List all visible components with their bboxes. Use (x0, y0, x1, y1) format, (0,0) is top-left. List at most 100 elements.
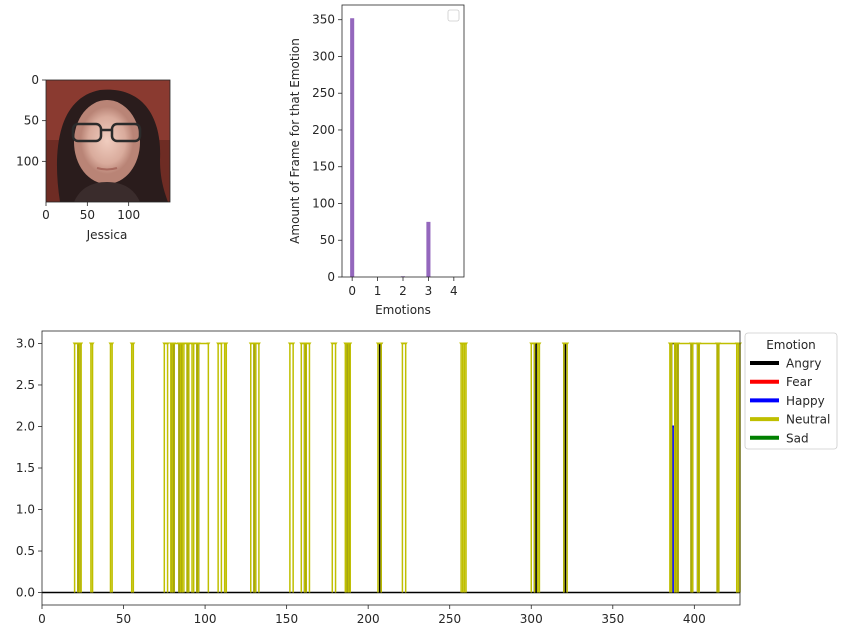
timeline-marker (537, 342, 542, 346)
timeline-marker (348, 342, 353, 346)
timeline-xtick-label: 400 (683, 612, 706, 626)
timeline-series-neutral (563, 342, 568, 593)
face-xtick-label: 100 (117, 208, 140, 222)
timeline-series-neutral (188, 342, 193, 593)
face-photo-mouth (96, 167, 118, 171)
timeline-marker (676, 342, 681, 346)
timeline-series-neutral (173, 342, 180, 593)
timeline-series-neutral (249, 342, 255, 593)
timeline-series-neutral (183, 342, 188, 593)
timeline-marker (529, 342, 534, 346)
bar-chart-xlabel: Emotions (375, 303, 431, 317)
timeline-series-neutral (217, 342, 223, 593)
timeline-marker (206, 342, 211, 346)
timeline-series-neutral (674, 342, 678, 593)
bar-chart-frame (341, 4, 465, 278)
timeline-marker (287, 342, 292, 346)
timeline-series-neutral (73, 342, 79, 593)
bar-ytick-label: 300 (312, 49, 335, 63)
face-xtick-label: 50 (80, 208, 95, 222)
timeline-series-neutral (669, 342, 673, 593)
timeline-legend-entries: Angry Fear Happy Neutral Sad (750, 357, 830, 445)
face-image-panel: 0 50 100 0 50 100 Jessica (16, 73, 171, 242)
timeline-ytick-label: 3.0 (16, 336, 35, 350)
timeline-chart-series (42, 342, 742, 594)
timeline-series-neutral (718, 342, 738, 593)
bar-chart-axes: 0 50 100 150 200 250 300 350 0 1 2 3 4 (312, 13, 458, 298)
face-photo-glasses (71, 122, 142, 143)
bar-xtick-label: 3 (425, 284, 433, 298)
timeline-marker (307, 342, 312, 346)
timeline-series-neutral (300, 342, 306, 593)
timeline-marker (400, 342, 405, 346)
timeline-marker (216, 342, 221, 346)
bar-chart: 0 50 100 150 200 250 300 350 0 1 2 3 4 Emotions Amou… (288, 4, 465, 317)
timeline-series-neutral (254, 342, 260, 593)
timeline-series-neutral (331, 342, 337, 593)
bar-ytick-label: 350 (312, 13, 335, 27)
timeline-chart: 0 50 100 150 200 250 300 350 400 0.0 0.5 1.0 1.5 2.0 2… (16, 330, 838, 626)
timeline-marker (697, 342, 702, 346)
timeline-series-neutral (698, 342, 718, 593)
timeline-series-neutral (109, 342, 113, 593)
timeline-xtick-label: 0 (38, 612, 46, 626)
timeline-series-neutral (90, 342, 94, 593)
face-xtick-label: 0 (42, 208, 50, 222)
bar-xtick-label: 2 (399, 284, 407, 298)
bar (350, 18, 355, 278)
timeline-marker (224, 342, 229, 346)
timeline-series-neutral (691, 342, 699, 593)
timeline-chart-frame (41, 330, 741, 606)
timeline-marker (196, 342, 201, 346)
bar-chart-ylabel: Amount of Frame for that Emotion (288, 38, 302, 244)
bar-ytick-label: 250 (312, 86, 335, 100)
timeline-xtick-label: 250 (438, 612, 461, 626)
timeline-series-neutral (377, 342, 382, 593)
legend-label-neutral: Neutral (786, 413, 830, 427)
face-photo-face (74, 100, 140, 184)
timeline-xtick-label: 350 (601, 612, 624, 626)
timeline-series-neutral (223, 342, 228, 593)
timeline-series-neutral (305, 342, 311, 593)
timeline-marker (72, 342, 77, 346)
timeline-legend-title: Emotion (766, 338, 816, 352)
face-image-frame (45, 79, 171, 203)
timeline-marker (191, 342, 196, 346)
timeline-marker (110, 342, 115, 346)
timeline-marker (299, 342, 304, 346)
bar-ytick-label: 0 (327, 270, 335, 284)
face-image-ticks: 0 50 100 0 50 100 (16, 73, 140, 222)
timeline-xtick-label: 300 (520, 612, 543, 626)
timeline-marker (565, 342, 570, 346)
timeline-marker (79, 342, 84, 346)
legend-label-angry: Angry (786, 357, 821, 371)
timeline-marker (186, 342, 191, 346)
legend-label-sad: Sad (786, 431, 809, 445)
face-ytick-label: 50 (24, 114, 39, 128)
timeline-marker (304, 342, 309, 346)
timeline-series-neutral (78, 342, 82, 593)
timeline-series-neutral (163, 342, 169, 593)
timeline-ytick-label: 1.5 (16, 461, 35, 475)
timeline-marker (379, 342, 384, 346)
timeline-xtick-label: 200 (357, 612, 380, 626)
timeline-ytick-label: 0.0 (16, 586, 35, 600)
timeline-marker (690, 342, 695, 346)
timeline-series-neutral (344, 342, 348, 593)
timeline-series-neutral (192, 342, 198, 593)
timeline-series-neutral (347, 342, 351, 593)
timeline-marker (403, 342, 408, 346)
bar (426, 221, 431, 277)
timeline-xtick-label: 50 (116, 612, 131, 626)
bar-ytick-label: 150 (312, 160, 335, 174)
timeline-marker (330, 342, 335, 346)
timeline-marker (165, 342, 170, 346)
timeline-marker (181, 342, 186, 346)
face-photo-shirt (74, 182, 140, 202)
timeline-ytick-label: 2.0 (16, 419, 35, 433)
timeline-series-neutral (460, 342, 464, 593)
legend-label-fear: Fear (786, 375, 812, 389)
bar-chart-empty-legend (447, 9, 460, 22)
timeline-series-neutral (197, 342, 210, 593)
bar-chart-bars (350, 18, 431, 278)
